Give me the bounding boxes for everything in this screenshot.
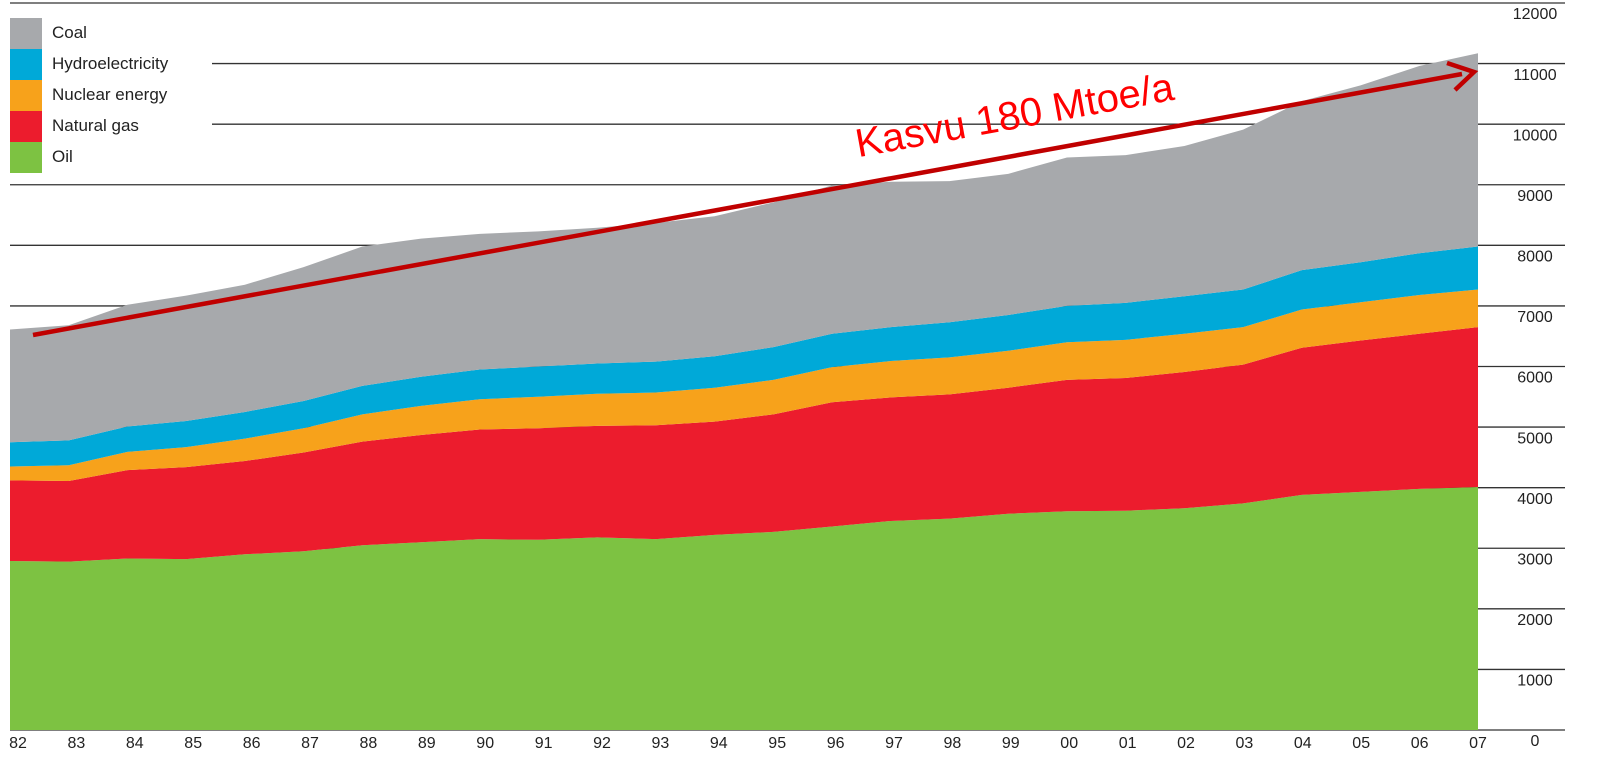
y-tick-label: 9000 [1517,188,1553,205]
y-tick-label: 4000 [1517,491,1553,508]
arrow [32,71,1463,338]
x-tick-label: 00 [1060,735,1078,752]
y-tick-label: 12000 [1513,6,1558,23]
y-tick-label: 3000 [1517,551,1553,568]
x-tick-label: 84 [126,735,144,752]
y-tick-label: 6000 [1517,370,1553,387]
x-tick-label: 90 [476,735,494,752]
legend-label: Nuclear energy [52,85,168,104]
x-tick-label: 04 [1294,735,1312,752]
annotation: Kasvu 180 Mtoe/a [852,65,1178,166]
y-tick-label: 5000 [1517,430,1553,447]
x-tick-label: 89 [418,735,436,752]
x-tick-label: 98 [944,735,962,752]
area [10,246,1478,467]
x-tick-label: 02 [1177,735,1195,752]
y-tick-label: 8000 [1517,249,1553,266]
x-tick-label: 91 [535,735,553,752]
legend-label: Oil [52,147,73,166]
x-tick-label: 99 [1002,735,1020,752]
legend-label: Natural gas [52,116,139,135]
x-tick-label: 97 [885,735,903,752]
legend-swatch [10,80,42,111]
legend: Coal Hydroelectricity Nuclear energy Natura… [0,15,212,176]
y-tick-label: 7000 [1517,309,1553,326]
area [10,289,1478,482]
x-tick-label: 87 [301,735,319,752]
legend-label: Hydroelectricity [52,54,169,73]
y-tick-label: 1000 [1517,673,1553,690]
legend-swatch [10,18,42,49]
y-tick-label: 0 [1531,733,1540,750]
x-tick-label: 06 [1411,735,1429,752]
x-tick-label: 07 [1469,735,1487,752]
x-tick-label: 85 [184,735,202,752]
legend-label: Coal [52,23,87,42]
x-tick-label: 93 [652,735,670,752]
legend-swatch [10,49,42,80]
y-tick-label: 11000 [1513,67,1556,84]
area [10,53,1478,443]
x-tick-label: 03 [1236,735,1254,752]
area [10,487,1478,730]
y-tick-label: 10000 [1513,127,1558,144]
axes: 0100020003000400050006000700080009000100… [9,6,1557,752]
x-tick-label: 05 [1352,735,1370,752]
areas [10,53,1478,730]
x-tick-label: 86 [243,735,261,752]
x-tick-label: 83 [68,735,86,752]
x-tick-label: 96 [827,735,845,752]
x-tick-label: 94 [710,735,728,752]
x-tick-label: 82 [9,735,27,752]
area [10,327,1478,562]
y-tick-label: 2000 [1517,612,1553,629]
legend-swatch [10,142,42,173]
x-tick-label: 95 [768,735,786,752]
x-tick-label: 92 [593,735,611,752]
x-tick-label: 01 [1119,735,1137,752]
x-tick-label: 88 [360,735,378,752]
arrow-head [1446,60,1479,92]
legend-swatch [10,111,42,142]
